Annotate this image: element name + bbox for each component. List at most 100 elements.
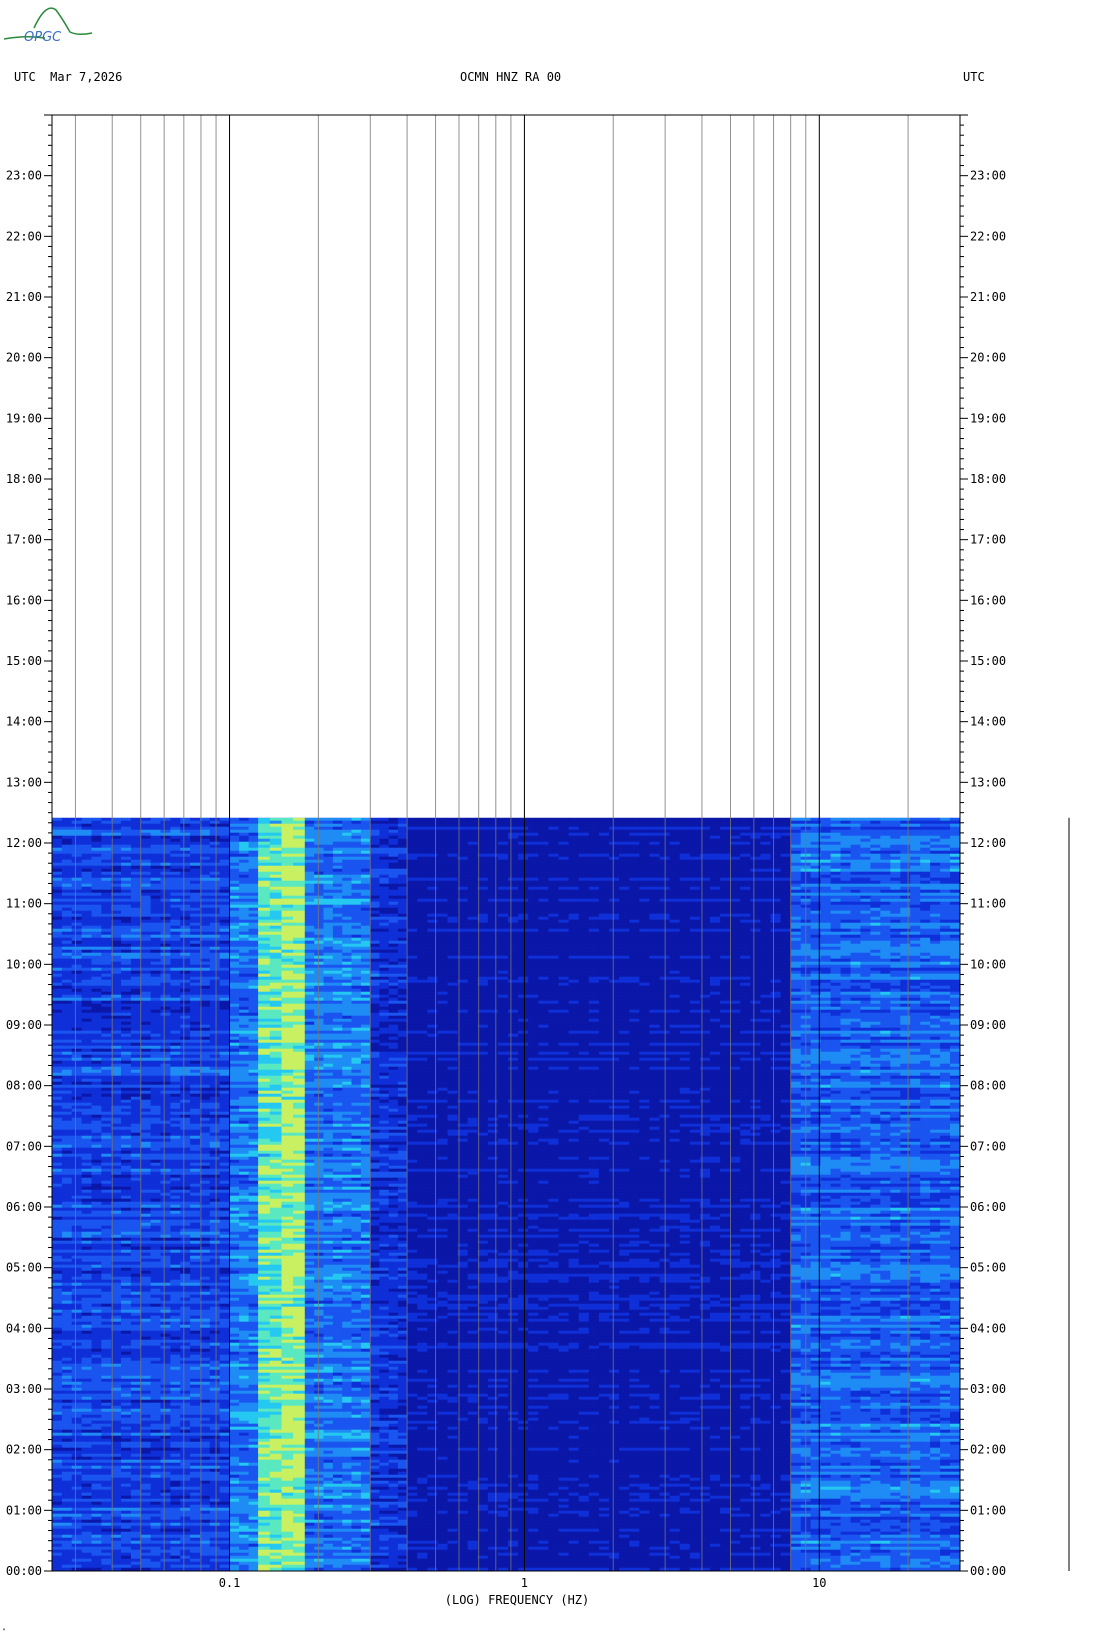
heatmap-cell-band-0 [220, 818, 230, 821]
heatmap-cell-band-0 [220, 971, 230, 974]
heatmap-cell-band-0 [151, 1340, 161, 1343]
heatmap-cell-band-0 [141, 1001, 151, 1004]
heatmap-cell-band-0 [131, 1058, 141, 1061]
heatmap-cell-band-1 [239, 1166, 249, 1169]
heatmap-cell-band-0 [151, 1427, 161, 1430]
heatmap-cell-band-0 [121, 1448, 131, 1451]
heatmap-cell-band-0 [151, 1049, 161, 1052]
heatmap-cell-band-0 [52, 1127, 62, 1130]
heatmap-cell-band-0 [72, 1073, 82, 1076]
heatmap-cell-band-0 [72, 1214, 82, 1217]
heatmap-cell-band-0 [170, 851, 180, 854]
heatmap-cell-band-0 [190, 923, 200, 926]
heatmap-cell-band-0 [52, 869, 62, 872]
heatmap-cell-band-0 [131, 1490, 141, 1493]
heatmap-cell-band-0 [170, 1319, 180, 1322]
heatmap-cell-band-0 [170, 1181, 180, 1184]
heatmap-cell-band-1 [249, 1256, 259, 1259]
heatmap-cell-band-1 [230, 1256, 240, 1259]
heatmap-cell-band-1 [239, 1265, 249, 1268]
heatmap-cell-band-0 [220, 1265, 230, 1268]
heatmap-cell-band-0 [52, 1220, 62, 1223]
heatmap-cell-band-0 [121, 1151, 131, 1154]
heatmap-cell-band-0 [62, 917, 72, 920]
heatmap-cell-band-0 [72, 1553, 82, 1556]
heatmap-cell-band-0 [92, 1400, 102, 1403]
heatmap-cell-band-0 [220, 1187, 230, 1190]
heatmap-cell-band-0 [121, 845, 131, 848]
heatmap-cell-band-0 [92, 1100, 102, 1103]
heatmap-cell-band-0 [190, 1289, 200, 1292]
heatmap-cell-band-0 [92, 1319, 102, 1322]
heatmap-cell-band-0 [82, 1538, 92, 1541]
heatmap-cell-band-0 [121, 1490, 131, 1493]
heatmap-cell-band-0 [62, 1559, 72, 1562]
heatmap-cell-band-0 [111, 1163, 121, 1166]
heatmap-cell-band-0 [180, 1457, 190, 1460]
heatmap-cell-band-1 [230, 1175, 240, 1178]
heatmap-cell-band-0 [151, 1064, 161, 1067]
heatmap-cell-band-0 [111, 1097, 121, 1100]
heatmap-cell-band-0 [200, 1247, 210, 1250]
heatmap-cell-band-0 [72, 1064, 82, 1067]
heatmap-cell-band-0 [151, 1415, 161, 1418]
heatmap-cell-band-0 [210, 965, 220, 968]
heatmap-cell-band-0 [151, 833, 161, 836]
heatmap-cell-band-1 [239, 887, 249, 890]
heatmap-cell-band-0 [180, 1025, 190, 1028]
heatmap-cell-band-0 [82, 1553, 92, 1556]
heatmap-cell-band-0 [190, 1298, 200, 1301]
heatmap-cell-band-0 [180, 1538, 190, 1541]
heatmap-cell-band-0 [72, 959, 82, 962]
heatmap-cell-band-0 [82, 977, 92, 980]
heatmap-cell-band-0 [92, 1421, 102, 1424]
heatmap-cell-band-0 [190, 1277, 200, 1280]
heatmap-cell-band-1 [230, 938, 240, 941]
heatmap-cell-band-1 [230, 1184, 240, 1187]
heatmap-cell-band-0 [190, 1232, 200, 1235]
heatmap-cell-band-0 [161, 1250, 171, 1253]
heatmap-cell-band-0 [121, 1565, 131, 1568]
heatmap-cell-band-0 [200, 1184, 210, 1187]
heatmap-cell-band-0 [151, 821, 161, 824]
heatmap-cell-band-0 [52, 1181, 62, 1184]
heatmap-cell-band-0 [111, 1358, 121, 1361]
heatmap-cell-band-1 [239, 1079, 249, 1082]
heatmap-cell-band-0 [101, 1295, 111, 1298]
heatmap-cell-band-0 [121, 1550, 131, 1553]
heatmap-cell-band-0 [72, 1349, 82, 1352]
heatmap-cell-band-0 [141, 1238, 151, 1241]
heatmap-cell-band-0 [82, 1097, 92, 1100]
heatmap-cell-band-0 [92, 1430, 102, 1433]
heatmap-cell-band-0 [170, 1499, 180, 1502]
heatmap-cell-band-1 [239, 974, 249, 977]
heatmap-cell-band-0 [52, 1172, 62, 1175]
heatmap-cell-band-0 [121, 1541, 131, 1544]
heatmap-cell-band-0 [131, 1040, 141, 1043]
heatmap-cell-band-0 [131, 1379, 141, 1382]
heatmap-cell-band-0 [101, 1427, 111, 1430]
heatmap-cell-band-0 [200, 1334, 210, 1337]
heatmap-cell-band-0 [131, 1520, 141, 1523]
heatmap-cell-band-0 [131, 1559, 141, 1562]
heatmap-cell-band-0 [111, 1322, 121, 1325]
heatmap-cell-band-0 [190, 863, 200, 866]
heatmap-cell-band-0 [82, 1214, 92, 1217]
heatmap-cell-band-0 [92, 866, 102, 869]
heatmap-cell-band-0 [141, 950, 151, 953]
heatmap-cell-band-0 [190, 1382, 200, 1385]
heatmap-cell-band-0 [52, 1262, 62, 1265]
heatmap-cell-band-0 [52, 1448, 62, 1451]
heatmap-cell-band-0 [210, 953, 220, 956]
heatmap-cell-band-0 [101, 1250, 111, 1253]
heatmap-cell-band-0 [52, 1460, 62, 1463]
heatmap-cell-band-0 [151, 920, 161, 923]
heatmap-cell-band-0 [111, 890, 121, 893]
heatmap-cell-band-0 [161, 1493, 171, 1496]
heatmap-cell-band-1 [249, 842, 259, 845]
heatmap-cell-band-0 [111, 1499, 121, 1502]
heatmap-cell-band-0 [111, 1058, 121, 1061]
heatmap-cell-band-0 [220, 1313, 230, 1316]
heatmap-cell-band-0 [131, 1109, 141, 1112]
heatmap-cell-band-0 [131, 1211, 141, 1214]
